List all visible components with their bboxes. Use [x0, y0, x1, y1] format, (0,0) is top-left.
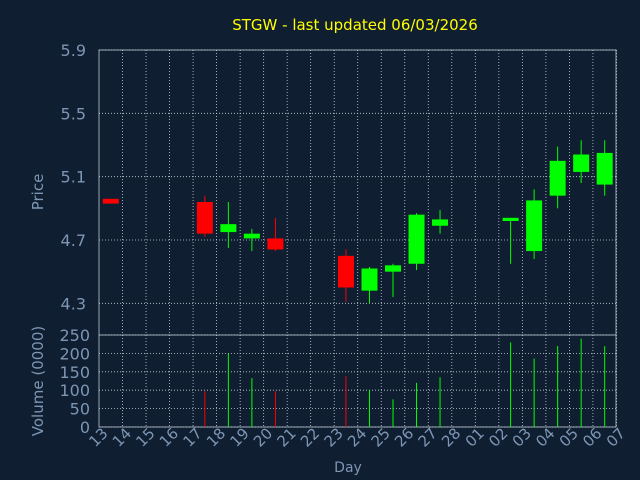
price-tick-label: 5.1: [61, 168, 86, 187]
candle-body: [102, 198, 119, 204]
chart-title: STGW - last updated 06/03/2026: [232, 16, 478, 34]
candle-body: [596, 152, 613, 185]
price-tick-label: 4.3: [61, 294, 86, 313]
volume-tick-label: 200: [59, 344, 90, 363]
price-panel: 4.3 4.7 5.1 5.5 5.9: [61, 41, 617, 336]
volume-tick-label: 50: [70, 400, 90, 419]
volume-tick-label: 150: [59, 363, 90, 382]
candle-body: [408, 214, 425, 264]
price-axis-label: Price: [29, 174, 47, 211]
candle-body: [196, 202, 213, 234]
candle-body: [526, 200, 543, 252]
x-axis-label: Day: [334, 460, 362, 476]
candle-body: [385, 265, 401, 272]
candle-body: [361, 268, 378, 291]
volume-tick-label: 100: [59, 381, 90, 400]
candle-body: [220, 224, 237, 233]
candle-body: [573, 154, 590, 172]
candle-body: [243, 233, 260, 239]
price-tick-label: 5.9: [61, 41, 86, 60]
candle-body: [267, 238, 284, 250]
candle-body: [337, 255, 354, 288]
candle-body: [432, 219, 449, 226]
price-tick-label: 5.5: [61, 104, 86, 123]
candle-body: [549, 160, 566, 196]
volume-axis-label: Volume (0000): [29, 326, 47, 436]
candle-body: [502, 217, 519, 221]
price-tick-label: 4.7: [61, 231, 86, 250]
volume-tick-label: 250: [59, 326, 90, 345]
volume-tick-label: 0: [80, 418, 90, 437]
